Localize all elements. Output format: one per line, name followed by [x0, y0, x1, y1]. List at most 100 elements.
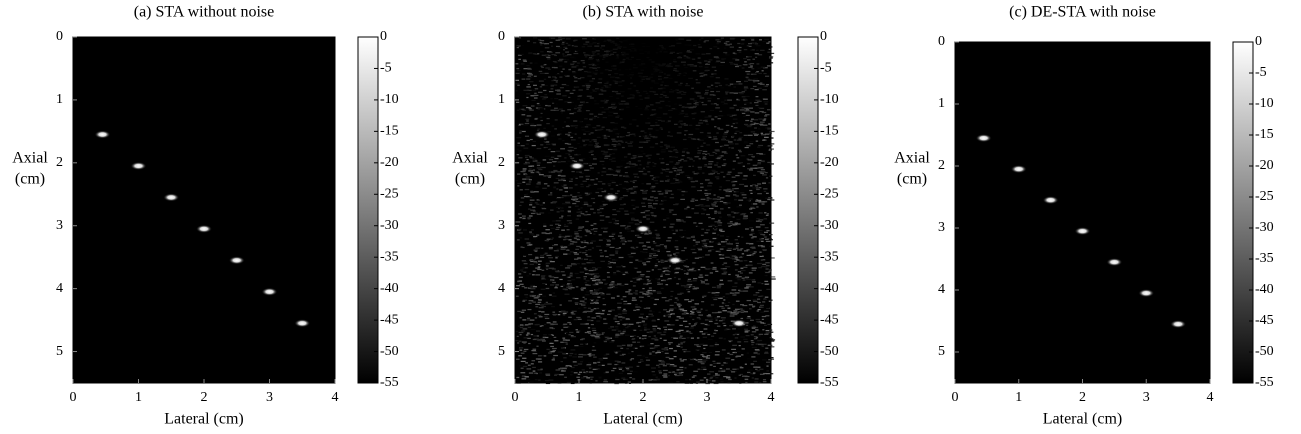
speckle	[550, 110, 555, 111]
speckle	[529, 81, 533, 82]
speckle	[681, 343, 683, 344]
speckle	[658, 191, 662, 192]
speckle	[727, 250, 732, 251]
x-tick-label: 1	[135, 390, 142, 405]
speckle	[555, 257, 557, 258]
speckle	[656, 365, 659, 366]
speckle	[744, 86, 748, 87]
speckle	[663, 373, 667, 374]
speckle	[529, 215, 533, 216]
speckle	[625, 176, 629, 177]
speckle	[645, 215, 650, 216]
speckle	[523, 90, 527, 91]
speckle	[735, 333, 740, 334]
speckle	[557, 89, 560, 90]
speckle	[539, 316, 543, 317]
speckle	[531, 260, 535, 261]
speckle	[624, 103, 629, 104]
speckle	[623, 64, 626, 65]
speckle	[759, 238, 763, 239]
speckle	[555, 256, 559, 257]
speckle	[610, 282, 614, 283]
speckle	[721, 365, 723, 366]
speckle	[669, 344, 671, 345]
speckle	[670, 53, 673, 54]
speckle	[723, 176, 725, 177]
speckle	[575, 133, 577, 134]
speckle	[679, 367, 683, 368]
speckle	[606, 239, 610, 240]
speckle	[757, 340, 762, 341]
speckle	[728, 85, 731, 86]
speckle	[713, 46, 717, 47]
speckle	[585, 273, 588, 274]
speckle	[615, 193, 618, 194]
speckle	[594, 65, 596, 66]
speckle	[629, 256, 634, 257]
speckle	[556, 369, 560, 370]
speckle	[604, 355, 607, 356]
speckle	[727, 114, 732, 115]
speckle	[521, 330, 525, 331]
speckle	[681, 269, 683, 270]
speckle	[586, 124, 591, 125]
speckle	[673, 253, 676, 254]
speckle	[679, 325, 682, 326]
speckle	[609, 84, 611, 85]
speckle	[737, 140, 742, 141]
speckle	[578, 137, 581, 138]
speckle	[770, 131, 775, 132]
colorbar-tick-label: -5	[380, 61, 392, 76]
speckle	[606, 85, 610, 86]
speckle	[649, 132, 651, 133]
speckle	[739, 137, 743, 138]
speckle	[676, 43, 681, 44]
speckle	[619, 55, 621, 56]
speckle	[709, 198, 712, 199]
speckle	[637, 342, 640, 343]
speckle	[731, 349, 736, 350]
speckle	[737, 334, 739, 335]
speckle	[625, 142, 627, 143]
speckle	[570, 156, 572, 157]
speckle	[600, 261, 604, 262]
speckle	[574, 244, 576, 245]
speckle	[745, 228, 749, 229]
y-tick-label: 0	[56, 29, 63, 44]
speckle	[630, 212, 635, 213]
speckle	[759, 369, 763, 370]
speckle	[728, 379, 732, 380]
speckle	[652, 71, 656, 72]
speckle	[630, 46, 634, 47]
speckle	[553, 187, 556, 188]
speckle	[595, 283, 598, 284]
speckle	[580, 344, 583, 345]
speckle	[767, 52, 771, 53]
speckle	[610, 42, 614, 43]
speckle	[607, 338, 611, 339]
speckle	[763, 379, 766, 380]
speckle	[546, 123, 550, 124]
speckle	[524, 287, 527, 288]
speckle	[663, 309, 667, 310]
speckle	[671, 241, 674, 242]
speckle	[682, 194, 685, 195]
speckle	[520, 327, 523, 328]
speckle	[662, 262, 665, 263]
speckle	[684, 67, 688, 68]
speckle	[768, 345, 773, 346]
speckle	[689, 64, 693, 65]
speckle	[669, 348, 673, 349]
speckle	[674, 307, 677, 308]
speckle	[622, 318, 625, 319]
speckle	[723, 97, 728, 98]
speckle	[752, 327, 756, 328]
speckle	[583, 376, 587, 377]
speckle	[585, 131, 590, 132]
speckle	[582, 46, 585, 47]
speckle	[685, 69, 687, 70]
speckle	[615, 361, 619, 362]
speckle	[699, 158, 701, 159]
point-target	[569, 162, 585, 170]
speckle	[720, 249, 724, 250]
